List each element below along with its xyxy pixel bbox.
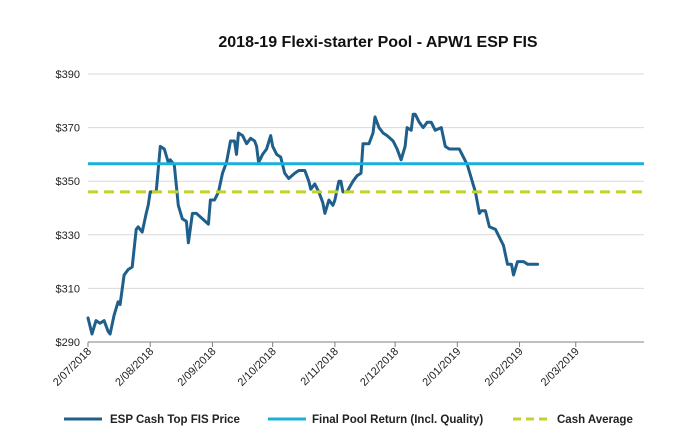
legend: ESP Cash Top FIS Price Final Pool Return … xyxy=(64,414,633,426)
y-tick-label: $290 xyxy=(56,337,80,349)
x-tick-label: 2/01/2019 xyxy=(420,346,463,389)
x-tick-label: 2/07/2018 xyxy=(51,346,94,389)
x-tick-label: 2/10/2018 xyxy=(236,346,279,389)
y-tick-label: $390 xyxy=(56,69,80,81)
y-tick-label: $350 xyxy=(56,176,80,188)
gridlines xyxy=(88,73,644,343)
legend-label: Cash Average xyxy=(557,414,633,426)
x-tick-label: 2/03/2019 xyxy=(539,346,582,389)
legend-label: Final Pool Return (Incl. Quality) xyxy=(312,414,483,426)
legend-label: ESP Cash Top FIS Price xyxy=(110,414,240,426)
x-tick-label: 2/08/2018 xyxy=(113,346,156,389)
x-tick-label: 2/09/2018 xyxy=(175,346,218,389)
y-tick-label: $330 xyxy=(56,230,80,242)
y-tick-label: $370 xyxy=(56,123,80,135)
x-tick-label: 2/12/2018 xyxy=(358,346,401,389)
y-tick-label: $310 xyxy=(56,283,80,295)
series-line-esp-cash-top-fis-price xyxy=(86,112,540,336)
x-tick-label: 2/02/2019 xyxy=(483,346,526,389)
chart-title: 2018-19 Flexi-starter Pool - APW1 ESP FI… xyxy=(218,34,538,51)
series-lines xyxy=(86,112,644,336)
x-tick-label: 2/11/2018 xyxy=(298,346,341,389)
